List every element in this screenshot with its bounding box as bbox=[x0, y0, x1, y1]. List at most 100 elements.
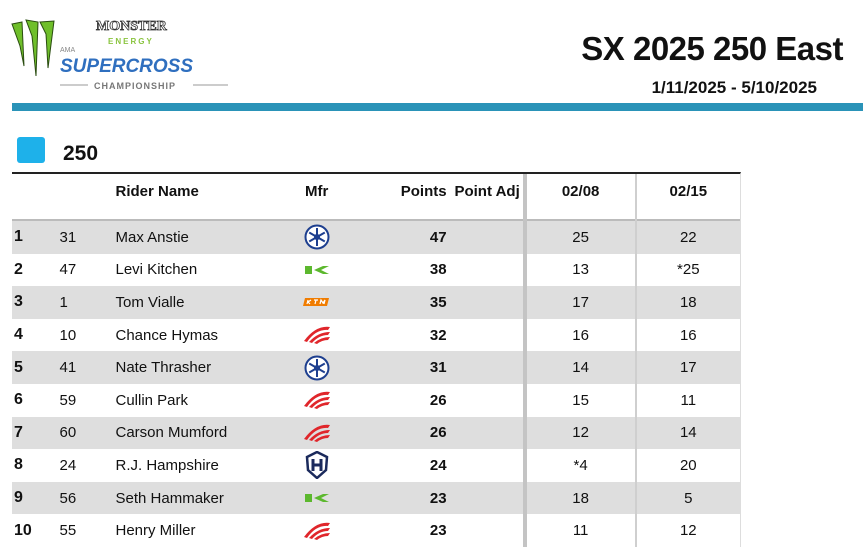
round-1-points: 15 bbox=[572, 391, 589, 409]
table-row[interactable]: 8 24 R.J. Hampshire 24 *4 20 bbox=[12, 449, 740, 482]
points: 23 bbox=[429, 489, 447, 507]
round-1-points: 14 bbox=[572, 359, 589, 377]
column-divider bbox=[634, 481, 637, 515]
rider-number: 47 bbox=[59, 261, 77, 279]
rider-number: 31 bbox=[59, 228, 77, 246]
round-2-points: *25 bbox=[677, 261, 700, 279]
table-header: Rider Name Mfr Points Point Adj 02/08 02… bbox=[12, 174, 740, 221]
yamaha-logo-icon bbox=[290, 355, 343, 381]
round-1-points: 13 bbox=[572, 261, 589, 279]
col-round-2: 02/15 bbox=[669, 183, 708, 200]
round-2-points: 16 bbox=[679, 326, 697, 344]
round-1-points: 11 bbox=[572, 522, 589, 540]
position: 8 bbox=[14, 456, 23, 474]
round-2-points: 20 bbox=[679, 456, 697, 474]
yamaha-logo-icon bbox=[290, 224, 343, 250]
table-body: 1 31 Max Anstie 47 25 22 2 47 Levi Kitche… bbox=[12, 221, 740, 547]
rider-number: 60 bbox=[59, 424, 77, 442]
ktm-logo-icon bbox=[290, 295, 343, 309]
rider-name: Nate Thrasher bbox=[115, 359, 212, 377]
rider-number: 55 bbox=[59, 522, 77, 540]
column-divider bbox=[522, 449, 527, 482]
rider-number: 56 bbox=[59, 489, 77, 507]
points: 38 bbox=[429, 261, 447, 279]
table-row[interactable]: 9 56 Seth Hammaker 23 18 5 bbox=[12, 481, 740, 515]
points: 26 bbox=[429, 391, 447, 409]
round-1-points: 25 bbox=[572, 228, 589, 246]
svg-text:SUPERCROSS: SUPERCROSS bbox=[60, 56, 193, 77]
date-range: 1/11/2025 - 5/10/2025 bbox=[651, 78, 817, 97]
round-1-points: 18 bbox=[572, 489, 589, 507]
col-point-adj: Point Adj bbox=[454, 183, 520, 200]
table-row[interactable]: 7 60 Carson Mumford 26 12 14 bbox=[12, 416, 740, 450]
column-divider bbox=[634, 416, 637, 450]
position: 7 bbox=[14, 423, 23, 441]
header-divider bbox=[12, 103, 863, 111]
rider-number: 24 bbox=[59, 456, 77, 474]
column-divider bbox=[634, 318, 637, 352]
column-divider bbox=[634, 514, 637, 547]
position: 1 bbox=[14, 228, 23, 246]
rider-name: Levi Kitchen bbox=[115, 261, 198, 279]
round-2-points: 18 bbox=[679, 293, 697, 311]
round-2-points: 5 bbox=[684, 489, 693, 507]
rider-name: Seth Hammaker bbox=[115, 489, 224, 507]
class-label: 250 bbox=[63, 142, 99, 165]
column-divider bbox=[522, 383, 527, 417]
honda-logo-icon bbox=[290, 423, 343, 443]
round-2-points: 11 bbox=[680, 391, 697, 409]
rider-number: 10 bbox=[59, 326, 77, 344]
column-divider bbox=[634, 286, 637, 319]
column-divider bbox=[634, 253, 637, 287]
rider-number: 59 bbox=[59, 391, 77, 409]
table-row[interactable]: 5 41 Nate Thrasher 31 14 17 bbox=[12, 351, 740, 384]
points: 47 bbox=[429, 228, 447, 246]
column-divider bbox=[634, 351, 637, 384]
rider-name: Cullin Park bbox=[115, 391, 189, 409]
column-divider bbox=[522, 514, 527, 547]
position: 5 bbox=[14, 358, 23, 376]
column-divider bbox=[522, 286, 527, 319]
table-row[interactable]: 4 10 Chance Hymas 32 16 16 bbox=[12, 318, 740, 352]
round-1-points: 16 bbox=[572, 326, 589, 344]
table-row[interactable]: 1 31 Max Anstie 47 25 22 bbox=[12, 221, 740, 254]
points: 31 bbox=[429, 359, 447, 377]
column-divider bbox=[522, 221, 527, 254]
rider-name: Max Anstie bbox=[115, 228, 189, 246]
position: 6 bbox=[14, 391, 23, 409]
column-divider bbox=[634, 174, 637, 221]
column-divider bbox=[522, 318, 527, 352]
position: 10 bbox=[14, 521, 32, 539]
points: 35 bbox=[429, 293, 447, 311]
table-row[interactable]: 2 47 Levi Kitchen 38 13 *25 bbox=[12, 253, 740, 287]
rider-name: Carson Mumford bbox=[115, 424, 228, 442]
round-1-points: *4 bbox=[573, 456, 588, 474]
column-divider bbox=[522, 253, 527, 287]
points: 24 bbox=[429, 456, 447, 474]
svg-text:CHAMPIONSHIP: CHAMPIONSHIP bbox=[94, 81, 176, 91]
standings-table: Rider Name Mfr Points Point Adj 02/08 02… bbox=[12, 172, 741, 547]
round-2-points: 12 bbox=[679, 522, 697, 540]
table-row[interactable]: 10 55 Henry Miller 23 11 12 bbox=[12, 514, 740, 547]
honda-logo-icon bbox=[290, 390, 343, 410]
col-points: Points bbox=[400, 183, 447, 200]
table-row[interactable]: 6 59 Cullin Park 26 15 11 bbox=[12, 383, 740, 417]
col-round-1: 02/08 bbox=[561, 183, 600, 200]
honda-logo-icon bbox=[290, 521, 343, 541]
rider-name: Henry Miller bbox=[115, 522, 196, 540]
svg-text:MONSTER: MONSTER bbox=[96, 19, 168, 34]
position: 2 bbox=[14, 260, 23, 278]
position: 9 bbox=[14, 489, 23, 507]
round-1-points: 12 bbox=[572, 424, 589, 442]
rider-number: 41 bbox=[59, 359, 77, 377]
rider-name: Tom Vialle bbox=[115, 293, 185, 311]
table-row[interactable]: 3 1 Tom Vialle 35 17 18 bbox=[12, 286, 740, 319]
kawasaki-logo-icon bbox=[290, 491, 343, 505]
monster-supercross-logo: MONSTER ENERGY AMA SUPERCROSS CHAMPIONSH… bbox=[11, 19, 228, 91]
col-mfr: Mfr bbox=[304, 183, 329, 200]
column-divider bbox=[522, 351, 527, 384]
round-2-points: 17 bbox=[679, 359, 697, 377]
rider-name: Chance Hymas bbox=[115, 326, 219, 344]
kawasaki-logo-icon bbox=[290, 263, 343, 277]
column-divider bbox=[634, 449, 637, 482]
